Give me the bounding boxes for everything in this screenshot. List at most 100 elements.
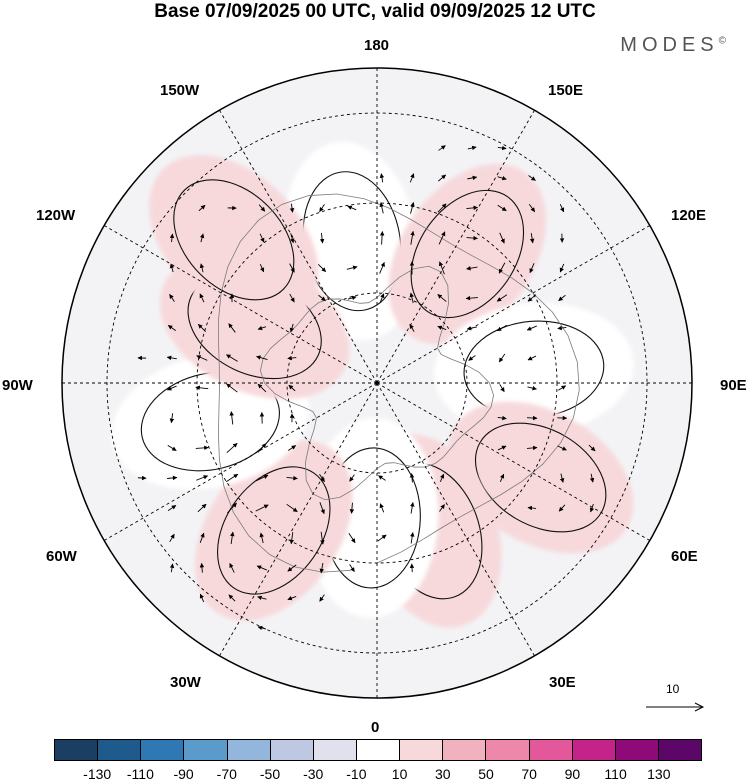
legend-swatch	[98, 739, 142, 761]
wind-arrow	[529, 263, 535, 274]
wind-arrow	[498, 262, 506, 274]
wind-arrow	[169, 263, 175, 273]
wind-arrow	[496, 324, 507, 332]
wind-arrow	[257, 443, 267, 453]
wind-arrow	[199, 233, 205, 243]
wind-arrow	[409, 173, 415, 183]
wind-arrow	[527, 385, 537, 391]
lon-label-60w: 60W	[46, 548, 77, 565]
wind-arrow	[167, 324, 177, 332]
brand-logo: MODES©	[620, 34, 726, 57]
wind-arrow	[526, 325, 537, 331]
wind-arrow	[346, 265, 358, 270]
wind-arrow	[409, 473, 415, 483]
wind-arrow	[230, 531, 235, 544]
wind-arrow	[286, 503, 298, 513]
wind-arrow	[349, 474, 355, 482]
wind-arrow	[527, 294, 537, 302]
legend-label: 50	[478, 766, 494, 782]
wind-arrow	[499, 384, 505, 393]
meridian-line	[103, 382, 378, 541]
legend-swatch	[184, 739, 228, 761]
wind-arrow	[379, 231, 385, 245]
lon-label-150e: 150E	[548, 82, 584, 99]
lon-label-30e: 30E	[549, 674, 576, 691]
wind-arrow	[348, 533, 356, 544]
legend-swatch	[443, 739, 487, 761]
wind-arrow	[557, 445, 567, 451]
wind-arrow	[589, 503, 595, 513]
wind-arrow	[466, 326, 477, 331]
wind-arrow	[319, 502, 325, 515]
legend-label: -90	[173, 766, 194, 782]
lon-label-120w: 120W	[36, 207, 76, 224]
map-title: Base 07/09/2025 00 UTC, valid 09/09/2025…	[154, 1, 596, 22]
legend-swatch	[615, 739, 659, 761]
legend-swatch	[270, 739, 314, 761]
wind-arrow	[289, 323, 295, 333]
meridian-line	[376, 382, 535, 657]
wind-arrow	[410, 201, 415, 214]
wind-arrow	[409, 563, 415, 573]
wind-arrow	[588, 444, 596, 452]
wind-arrow	[527, 505, 537, 511]
wind-arrow	[228, 323, 236, 333]
map-border	[61, 67, 693, 699]
legend-swatch	[658, 739, 703, 761]
wind-arrow	[169, 413, 175, 424]
wind-arrow	[497, 204, 507, 212]
wind-arrow	[319, 474, 325, 483]
wind-vectors	[137, 145, 596, 631]
wind-arrow	[257, 625, 267, 631]
wind-arrow	[199, 593, 205, 603]
wind-arrow	[257, 383, 267, 393]
wind-arrow	[225, 473, 239, 483]
wind-arrow	[438, 145, 446, 151]
anomaly-field	[111, 142, 634, 628]
meridian-line	[219, 382, 378, 657]
wind-arrow	[498, 353, 506, 363]
wind-arrow	[229, 411, 234, 425]
reference-vector: 10	[640, 682, 710, 722]
anomaly-contour-line	[173, 179, 295, 301]
wind-arrow	[289, 532, 294, 545]
wind-arrow	[137, 475, 147, 481]
wind-arrow	[319, 594, 325, 602]
wind-arrow	[465, 295, 478, 301]
wind-arrow	[437, 325, 447, 331]
wind-arrow	[256, 565, 268, 571]
legend-label: 130	[647, 766, 671, 782]
wind-arrow	[558, 294, 566, 302]
wind-arrow	[497, 415, 507, 421]
wind-arrow	[559, 473, 565, 483]
wind-arrow	[409, 532, 415, 544]
wind-arrow	[227, 502, 237, 514]
wind-arrow	[320, 531, 325, 545]
wind-arrow	[499, 473, 505, 483]
color-legend	[54, 739, 703, 761]
coastline-midlat	[217, 193, 580, 573]
wind-arrow	[379, 262, 385, 274]
wind-arrow	[496, 294, 508, 302]
legend-label: 30	[435, 766, 451, 782]
wind-arrow	[438, 174, 447, 182]
wind-arrow	[557, 325, 567, 331]
wind-arrow	[167, 445, 177, 451]
wind-arrow	[438, 261, 445, 275]
wind-arrow	[466, 235, 478, 241]
anomaly-contour	[434, 302, 634, 436]
wind-arrow	[439, 473, 445, 483]
wind-arrow	[438, 231, 446, 245]
wind-arrow	[226, 442, 238, 454]
anomaly-contour	[149, 155, 319, 325]
lon-label-30w: 30W	[170, 674, 201, 691]
meridian-line	[103, 225, 378, 384]
wind-arrow	[167, 475, 178, 481]
legend-label: 110	[604, 766, 627, 782]
wind-arrow	[347, 295, 357, 301]
legend-swatch	[313, 739, 357, 761]
legend-label: -30	[303, 766, 324, 782]
wind-arrow	[228, 594, 236, 602]
wind-arrow	[528, 203, 536, 213]
wind-arrow	[379, 293, 385, 303]
